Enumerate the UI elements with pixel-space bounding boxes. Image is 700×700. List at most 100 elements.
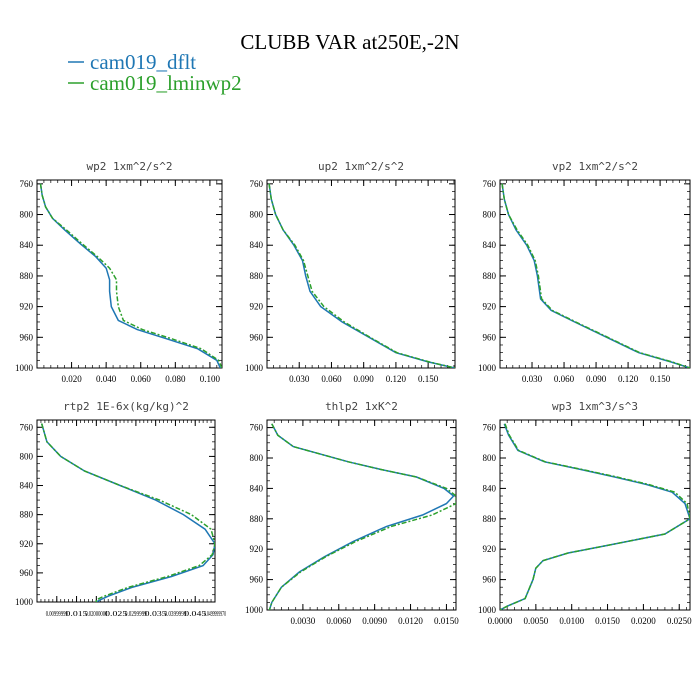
y-tick-label: 880 bbox=[483, 514, 497, 524]
y-tick-label: 800 bbox=[20, 210, 34, 220]
x-tick-label: 0.060 bbox=[131, 374, 152, 384]
panel-5: thlp2 1xK^2 760 800 840 880 920 960 1000 0.0030 0… bbox=[245, 400, 459, 626]
y-tick-label: 920 bbox=[20, 302, 34, 312]
y-tick-label: 800 bbox=[250, 210, 264, 220]
series-line-lminwp2 bbox=[501, 183, 690, 368]
x-tick-label: 0.060 bbox=[554, 374, 575, 384]
panel-frame bbox=[499, 179, 691, 369]
x-tick-label: 0.0050 bbox=[523, 616, 548, 626]
y-tick-label: 920 bbox=[250, 302, 264, 312]
y-tick-label: 960 bbox=[250, 575, 264, 585]
panel-title: vp2 1xm^2/s^2 bbox=[552, 160, 638, 173]
panel-title: thlp2 1xK^2 bbox=[325, 400, 398, 413]
x-tick-label: 0.0250 bbox=[667, 616, 692, 626]
y-tick-label: 800 bbox=[483, 210, 497, 220]
x-tick-label: 0.080 bbox=[165, 374, 186, 384]
panel-title: wp2 1xm^2/s^2 bbox=[86, 160, 172, 173]
y-tick-label: 760 bbox=[483, 179, 497, 189]
y-tick-label: 760 bbox=[483, 423, 497, 433]
legend-entry-dflt: cam019_dflt bbox=[90, 50, 197, 74]
y-tick-label: 760 bbox=[20, 422, 34, 432]
panel-frame bbox=[36, 419, 216, 603]
y-tick-label: 760 bbox=[250, 179, 264, 189]
panel-frame bbox=[499, 419, 691, 611]
panel-4: rtp2 1E-6x(kg/kg)^2 760 800 840 880 920 960 100… bbox=[15, 400, 226, 618]
y-tick-label: 1000 bbox=[15, 363, 34, 373]
x-tick-label: 0.120 bbox=[618, 374, 639, 384]
x-tick-label: 0.060 bbox=[321, 374, 342, 384]
y-tick-label: 800 bbox=[250, 453, 264, 463]
panel-1: wp2 1xm^2/s^2 760 800 840 880 920 960 1000 0.020… bbox=[15, 160, 223, 384]
x-tick-label: 0.045 bbox=[184, 610, 207, 618]
y-tick-label: 880 bbox=[20, 271, 34, 281]
x-tick-label: 0.120 bbox=[386, 374, 407, 384]
panel-title: up2 1xm^2/s^2 bbox=[318, 160, 404, 173]
y-tick-label: 800 bbox=[483, 453, 497, 463]
x-tick-label: 0.025 bbox=[105, 610, 128, 618]
x-tick-label: 0.00999999 bbox=[46, 610, 68, 618]
x-tick-label: 0.0120 bbox=[398, 616, 423, 626]
y-tick-label: 960 bbox=[483, 575, 497, 585]
x-tick-label: 0.020 bbox=[61, 374, 82, 384]
x-tick-label: 0.0090 bbox=[362, 616, 387, 626]
x-tick-label: 0.030 bbox=[522, 374, 543, 384]
y-tick-label: 1000 bbox=[245, 605, 264, 615]
y-tick-label: 840 bbox=[250, 483, 264, 493]
y-tick-label: 960 bbox=[250, 332, 264, 342]
panel-frame bbox=[266, 419, 457, 611]
series-line-lminwp2 bbox=[39, 183, 222, 368]
y-tick-label: 960 bbox=[20, 568, 34, 578]
y-tick-label: 880 bbox=[250, 271, 264, 281]
y-tick-label: 880 bbox=[250, 514, 264, 524]
x-tick-label: 0.0060 bbox=[326, 616, 351, 626]
panel-3: vp2 1xm^2/s^2 760 800 840 880 920 960 1000 0.030… bbox=[478, 160, 691, 384]
y-tick-label: 840 bbox=[20, 481, 34, 491]
y-tick-label: 920 bbox=[20, 539, 34, 549]
x-tick-label: 0.0150 bbox=[595, 616, 620, 626]
y-tick-label: 880 bbox=[483, 271, 497, 281]
legend-entry-lminwp2: cam019_lminwp2 bbox=[90, 71, 242, 95]
series-line-dflt bbox=[268, 183, 455, 368]
y-tick-label: 880 bbox=[20, 510, 34, 520]
x-tick-label: 0.02000000 bbox=[85, 610, 107, 618]
x-tick-label: 0.0399999 bbox=[164, 610, 186, 618]
y-tick-label: 1000 bbox=[245, 363, 264, 373]
panel-frame bbox=[266, 179, 456, 369]
x-tick-label: 0.0150 bbox=[434, 616, 459, 626]
y-tick-label: 1000 bbox=[15, 597, 34, 607]
x-tick-label: 0.0299999 bbox=[125, 610, 147, 618]
y-tick-label: 760 bbox=[20, 179, 34, 189]
series-line-dflt bbox=[501, 183, 690, 368]
y-tick-label: 920 bbox=[483, 544, 497, 554]
y-tick-label: 1000 bbox=[478, 363, 497, 373]
y-tick-label: 840 bbox=[20, 240, 34, 250]
y-tick-label: 760 bbox=[250, 423, 264, 433]
y-tick-label: 840 bbox=[250, 240, 264, 250]
x-tick-label: 0.150 bbox=[418, 374, 439, 384]
x-tick-label: 0.0000 bbox=[488, 616, 513, 626]
panel-title: rtp2 1E-6x(kg/kg)^2 bbox=[63, 400, 189, 413]
x-tick-label: 0.035 bbox=[145, 610, 168, 618]
y-tick-label: 840 bbox=[483, 240, 497, 250]
x-tick-label: 0.0200 bbox=[631, 616, 656, 626]
panel-2: up2 1xm^2/s^2 760 800 840 880 920 960 1000 0.030… bbox=[245, 160, 456, 384]
x-tick-label: 0.090 bbox=[586, 374, 607, 384]
x-tick-label: 0.0030 bbox=[291, 616, 316, 626]
series-line-dflt bbox=[39, 183, 221, 368]
y-tick-label: 1000 bbox=[478, 605, 497, 615]
x-tick-label: 0.015 bbox=[66, 610, 89, 618]
series-line-dflt bbox=[500, 423, 690, 610]
y-tick-label: 960 bbox=[20, 332, 34, 342]
panel-title: wp3 1xm^3/s^3 bbox=[552, 400, 638, 413]
x-tick-label: 0.030 bbox=[289, 374, 310, 384]
y-tick-label: 920 bbox=[483, 302, 497, 312]
x-tick-label: 0.0499999970 bbox=[204, 610, 226, 618]
panel-6: wp3 1xm^3/s^3 760 800 840 880 920 960 10000.000… bbox=[478, 400, 692, 626]
x-tick-label: 0.090 bbox=[354, 374, 375, 384]
series-line-lminwp2 bbox=[40, 423, 215, 602]
panel-frame bbox=[36, 179, 223, 369]
y-tick-label: 840 bbox=[483, 483, 497, 493]
x-tick-label: 0.100 bbox=[200, 374, 221, 384]
y-tick-label: 920 bbox=[250, 544, 264, 554]
